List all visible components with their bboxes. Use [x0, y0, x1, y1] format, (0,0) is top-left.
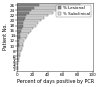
Bar: [18, 48, 22, 50]
Bar: [18, 43, 24, 45]
Bar: [18, 53, 20, 55]
Bar: [18, 35, 20, 37]
Bar: [18, 19, 24, 21]
Bar: [18, 17, 44, 19]
Bar: [18, 22, 38, 24]
Bar: [18, 37, 20, 39]
X-axis label: Percent of days positive by PCR: Percent of days positive by PCR: [16, 79, 94, 84]
Bar: [18, 30, 21, 32]
Bar: [18, 45, 19, 47]
Bar: [18, 4, 38, 6]
Bar: [18, 7, 68, 9]
Bar: [18, 35, 27, 37]
Bar: [18, 17, 25, 19]
Bar: [18, 25, 36, 27]
Bar: [18, 7, 34, 9]
Bar: [18, 27, 33, 29]
Bar: [18, 9, 59, 11]
Bar: [18, 30, 31, 32]
Bar: [18, 9, 31, 11]
Bar: [18, 58, 19, 60]
Bar: [18, 37, 26, 39]
Bar: [18, 40, 19, 42]
Bar: [18, 12, 29, 14]
Bar: [18, 32, 29, 34]
Bar: [18, 14, 26, 16]
Bar: [18, 40, 24, 42]
Bar: [18, 4, 80, 6]
Bar: [18, 27, 22, 29]
Bar: [18, 22, 24, 24]
Legend: % Lesional, % Subclinical: % Lesional, % Subclinical: [56, 5, 91, 17]
Bar: [18, 14, 48, 16]
Bar: [18, 25, 23, 27]
Bar: [18, 50, 21, 52]
Bar: [18, 45, 23, 47]
Bar: [18, 12, 53, 14]
Y-axis label: Patient No.: Patient No.: [4, 24, 8, 50]
Bar: [18, 61, 19, 62]
Bar: [18, 32, 20, 34]
Bar: [18, 43, 19, 45]
Bar: [18, 19, 41, 21]
Bar: [18, 55, 20, 57]
